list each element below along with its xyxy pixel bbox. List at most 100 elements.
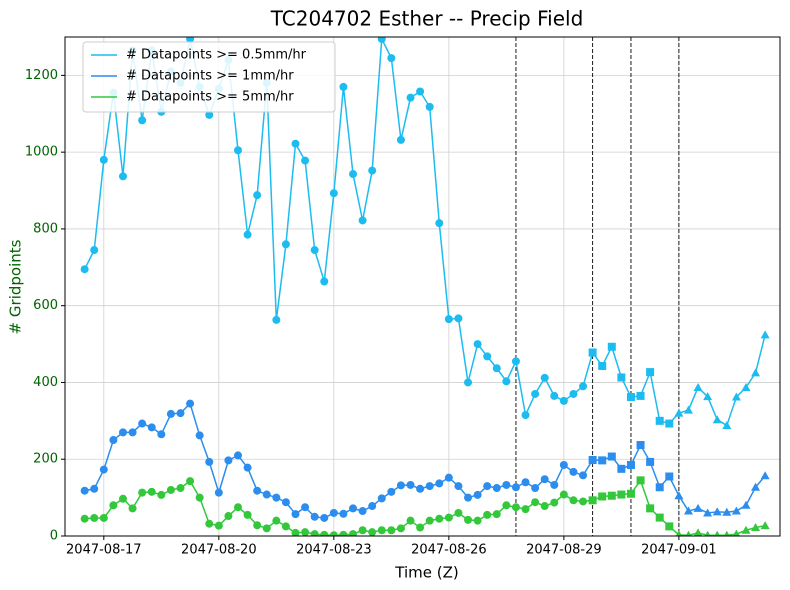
point <box>569 389 578 398</box>
point <box>675 530 683 536</box>
point <box>99 513 108 522</box>
point <box>540 373 549 382</box>
point <box>233 503 242 512</box>
point <box>550 391 559 400</box>
point <box>320 513 329 522</box>
point <box>281 498 290 507</box>
point <box>358 526 367 535</box>
point <box>607 452 616 461</box>
point <box>511 357 520 366</box>
point <box>253 191 262 200</box>
point <box>406 480 415 489</box>
point <box>741 525 751 534</box>
point <box>109 501 118 510</box>
point <box>579 497 588 506</box>
point <box>598 456 607 465</box>
point <box>483 482 492 491</box>
point <box>262 490 271 499</box>
legend-label: # Datapoints >= 1mm/hr <box>126 69 294 84</box>
legend-box <box>82 41 336 113</box>
point <box>138 419 147 428</box>
point <box>464 493 473 502</box>
point <box>435 479 444 488</box>
point <box>732 529 741 536</box>
point <box>703 392 713 401</box>
point <box>511 483 520 492</box>
point <box>80 486 89 495</box>
y-tick-label: 600 <box>33 298 58 313</box>
x-tick-label: 2047-08-23 <box>296 543 372 558</box>
point <box>243 230 252 239</box>
point <box>387 54 396 63</box>
point <box>99 155 108 164</box>
point <box>617 373 626 382</box>
point <box>655 416 664 425</box>
point <box>80 514 89 523</box>
point <box>214 521 223 530</box>
point <box>550 480 559 489</box>
point <box>329 189 338 198</box>
point <box>90 484 99 493</box>
point <box>157 430 166 439</box>
point <box>349 170 358 179</box>
point <box>128 504 137 513</box>
point <box>731 506 741 515</box>
point <box>559 460 568 469</box>
point <box>425 482 434 491</box>
point <box>531 498 540 507</box>
point <box>377 526 386 535</box>
x-axis-label: Time (Z) <box>394 564 458 582</box>
point <box>377 494 386 503</box>
point <box>492 484 501 493</box>
point <box>176 484 185 493</box>
point <box>310 246 319 255</box>
point <box>646 457 655 466</box>
point <box>253 521 262 530</box>
point <box>205 519 214 528</box>
point <box>454 314 463 323</box>
point <box>243 510 252 519</box>
point <box>473 490 482 499</box>
point <box>665 419 674 428</box>
point <box>588 348 597 357</box>
point <box>598 361 607 370</box>
point <box>626 393 635 402</box>
y-tick-label: 0 <box>50 529 58 544</box>
point <box>646 504 655 513</box>
point <box>693 382 703 391</box>
point <box>118 428 127 437</box>
point <box>723 530 730 536</box>
point <box>147 423 156 432</box>
point <box>233 451 242 460</box>
point <box>128 428 137 437</box>
point <box>358 507 367 516</box>
point <box>90 513 99 522</box>
point <box>118 172 127 181</box>
point <box>483 352 492 361</box>
point <box>444 315 453 324</box>
point <box>559 396 568 405</box>
point <box>741 500 751 509</box>
point <box>636 441 645 450</box>
point <box>157 490 166 499</box>
point <box>166 409 175 418</box>
point <box>224 456 233 465</box>
point <box>186 37 195 43</box>
point <box>99 465 108 474</box>
point <box>339 82 348 91</box>
point <box>435 219 444 228</box>
point <box>760 521 770 530</box>
point <box>425 102 434 111</box>
point <box>396 481 405 490</box>
point <box>693 528 703 536</box>
point <box>607 342 616 351</box>
point <box>416 523 425 532</box>
point <box>90 246 99 255</box>
point <box>80 265 89 274</box>
point <box>483 510 492 519</box>
x-tick-label: 2047-08-26 <box>411 543 487 558</box>
point <box>521 505 530 514</box>
point <box>454 482 463 491</box>
point <box>655 513 664 522</box>
point <box>214 488 223 497</box>
